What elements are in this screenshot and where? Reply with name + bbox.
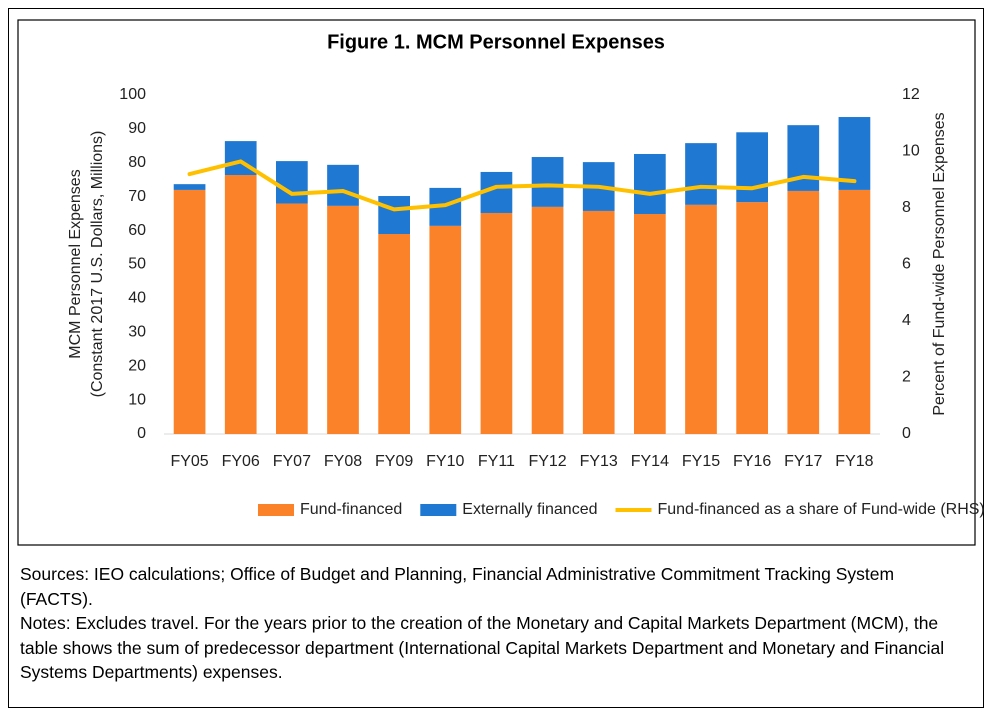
bar — [531, 206, 564, 434]
bar — [736, 132, 768, 203]
x-tick-label: FY10 — [426, 453, 464, 470]
y2-tick-label: 12 — [902, 86, 920, 103]
bar — [276, 203, 308, 434]
y-tick-label: 20 — [128, 357, 146, 374]
legend-swatch — [420, 504, 457, 516]
bar — [429, 225, 462, 434]
sources-text: Sources: IEO calculations; Office of Bud… — [20, 564, 895, 609]
bar — [276, 161, 308, 204]
bar — [838, 189, 871, 434]
figure-frame — [8, 8, 984, 708]
legend-label: Fund-financed as a share of Fund-wide (R… — [657, 501, 984, 518]
y-tick-label: 50 — [128, 256, 146, 273]
bar — [378, 233, 410, 434]
bar — [173, 189, 206, 434]
y2-tick-label: 6 — [902, 256, 911, 273]
bar — [531, 157, 564, 207]
y2-tick-label: 0 — [902, 425, 911, 442]
y-tick-label: 60 — [128, 222, 146, 239]
x-tick-label: FY06 — [222, 453, 260, 470]
line — [187, 159, 857, 212]
y2-axis-label: Percent of Fund-wide Personnel Expenses — [931, 112, 948, 415]
x-tick-label: FY08 — [324, 453, 362, 470]
bar — [838, 117, 871, 190]
x-tick-label: FY07 — [273, 453, 311, 470]
x-tick-label: FY13 — [580, 453, 618, 470]
y2-tick-label: 2 — [902, 369, 911, 386]
bar — [378, 196, 410, 234]
x-tick-label: FY18 — [835, 453, 873, 470]
y-tick-label: 70 — [128, 188, 146, 205]
bar — [787, 190, 820, 434]
y2-tick-label: 4 — [902, 312, 911, 329]
chart-border — [17, 19, 976, 546]
bar — [582, 210, 615, 434]
y-tick-label: 100 — [119, 86, 146, 103]
x-tick-label: FY05 — [170, 453, 208, 470]
legend-label: Externally financed — [462, 501, 597, 518]
legend-swatch — [258, 504, 294, 516]
bar — [685, 204, 717, 434]
x-tick-label: FY16 — [733, 453, 771, 470]
y-tick-label: 80 — [128, 154, 146, 171]
x-tick-label: FY12 — [528, 453, 566, 470]
y-tick-label: 10 — [128, 391, 146, 408]
x-tick-label: FY15 — [682, 453, 720, 470]
bar — [634, 153, 666, 214]
y-axis-label: (Constant 2017 U.S. Dollars, Millions) — [89, 131, 106, 398]
bar — [327, 164, 359, 206]
bar — [480, 212, 513, 434]
bar — [685, 143, 717, 205]
y-tick-label: 0 — [137, 425, 146, 442]
y2-tick-label: 10 — [902, 143, 920, 160]
x-tick-label: FY09 — [375, 453, 413, 470]
x-tick-label: FY14 — [631, 453, 669, 470]
notes-text: Notes: Excludes travel. For the years pr… — [20, 613, 945, 682]
x-tick-label: FY11 — [478, 453, 515, 470]
y-tick-label: 30 — [128, 324, 146, 341]
bar — [327, 205, 359, 434]
bar — [634, 213, 666, 434]
x-tick-label: FY17 — [784, 453, 822, 470]
notes: Sources: IEO calculations; Office of Bud… — [20, 562, 965, 685]
bar — [224, 175, 257, 434]
y-axis-label: MCM Personnel Expenses — [67, 169, 84, 358]
bar — [173, 184, 206, 190]
y2-tick-label: 8 — [902, 199, 911, 216]
y-tick-label: 90 — [128, 120, 146, 137]
y-tick-label: 40 — [128, 290, 146, 307]
bar — [736, 202, 768, 434]
chart-title: Figure 1. MCM Personnel Expenses — [327, 31, 665, 53]
legend-label: Fund-financed — [300, 501, 402, 518]
